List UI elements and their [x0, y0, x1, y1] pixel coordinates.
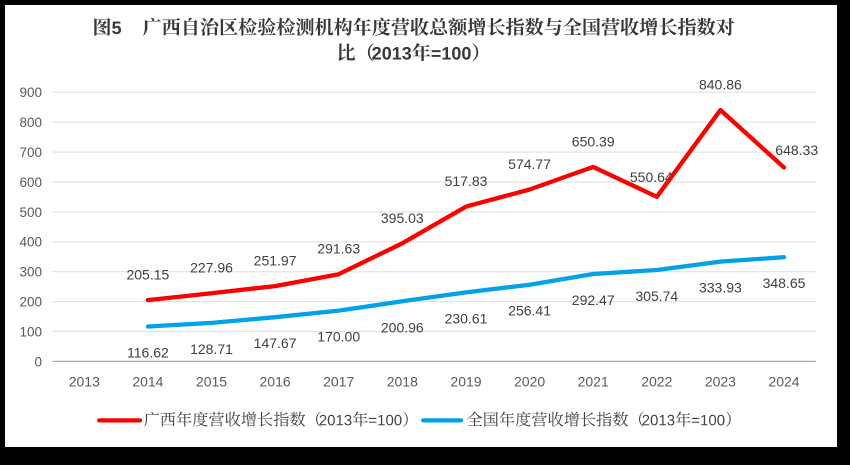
svg-text:300: 300 — [19, 265, 42, 280]
svg-text:348.65: 348.65 — [763, 275, 806, 291]
svg-text:256.41: 256.41 — [508, 303, 551, 319]
svg-text:400: 400 — [19, 235, 42, 250]
svg-text:170.00: 170.00 — [317, 329, 360, 345]
svg-text:900: 900 — [19, 85, 42, 100]
svg-text:205.15: 205.15 — [126, 267, 169, 283]
svg-text:2023: 2023 — [705, 374, 736, 390]
svg-text:2020: 2020 — [514, 374, 545, 390]
svg-text:2022: 2022 — [641, 374, 672, 390]
svg-text:2014: 2014 — [132, 374, 163, 390]
svg-text:230.61: 230.61 — [445, 310, 488, 326]
svg-text:2015: 2015 — [196, 374, 227, 390]
svg-text:147.67: 147.67 — [254, 335, 297, 351]
svg-text:648.33: 648.33 — [775, 142, 818, 158]
svg-text:200: 200 — [19, 295, 42, 310]
svg-text:700: 700 — [19, 145, 42, 160]
svg-text:128.71: 128.71 — [190, 341, 233, 357]
svg-text:116.62: 116.62 — [127, 345, 169, 361]
svg-text:2017: 2017 — [323, 374, 354, 390]
svg-text:2024: 2024 — [768, 374, 799, 390]
svg-text:574.77: 574.77 — [508, 156, 551, 172]
svg-text:100: 100 — [19, 324, 42, 339]
svg-text:2018: 2018 — [387, 374, 418, 390]
svg-text:600: 600 — [19, 175, 42, 190]
svg-text:517.83: 517.83 — [445, 173, 488, 189]
svg-text:2019: 2019 — [450, 374, 481, 390]
svg-text:305.74: 305.74 — [635, 288, 678, 304]
svg-text:227.96: 227.96 — [190, 260, 233, 276]
svg-text:395.03: 395.03 — [381, 210, 424, 226]
svg-text:550.64: 550.64 — [630, 169, 673, 185]
svg-text:2016: 2016 — [260, 374, 291, 390]
svg-text:333.93: 333.93 — [699, 280, 742, 296]
svg-text:2013: 2013 — [69, 374, 100, 390]
svg-text:292.47: 292.47 — [572, 292, 615, 308]
svg-text:2021: 2021 — [578, 374, 609, 390]
svg-text:800: 800 — [19, 115, 42, 130]
svg-text:200.96: 200.96 — [381, 319, 424, 335]
svg-text:291.63: 291.63 — [317, 241, 360, 257]
svg-text:650.39: 650.39 — [572, 133, 615, 149]
svg-text:840.86: 840.86 — [699, 77, 742, 93]
svg-text:500: 500 — [19, 205, 42, 220]
svg-text:0: 0 — [34, 354, 42, 369]
svg-text:251.97: 251.97 — [254, 253, 297, 269]
